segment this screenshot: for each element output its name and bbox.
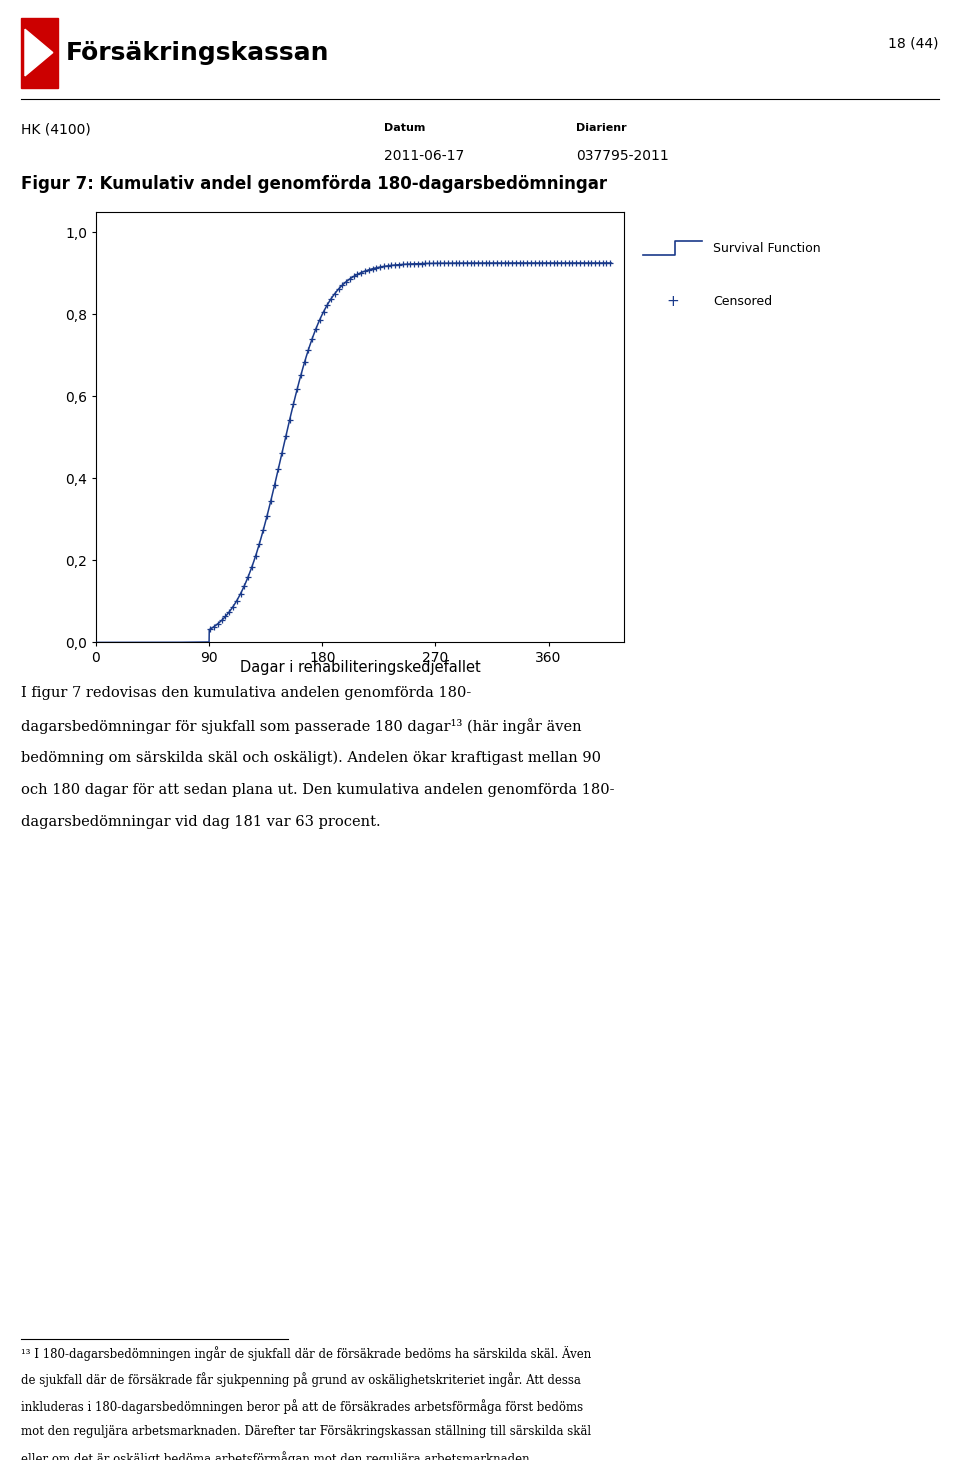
Text: Försäkringskassan: Försäkringskassan — [65, 41, 328, 64]
Text: Figur 7: Kumulativ andel genomförda 180-dagarsbedömningar: Figur 7: Kumulativ andel genomförda 180-… — [21, 175, 608, 193]
Text: eller om det är oskäligt bedöma arbetsförmågan mot den reguljära arbetsmarknaden: eller om det är oskäligt bedöma arbetsfö… — [21, 1451, 534, 1460]
Text: Censored: Censored — [713, 295, 772, 308]
Text: Survival Function: Survival Function — [713, 242, 821, 255]
Text: 2011-06-17: 2011-06-17 — [384, 149, 465, 164]
Text: dagarsbedömningar för sjukfall som passerade 180 dagar¹³ (här ingår även: dagarsbedömningar för sjukfall som passe… — [21, 718, 582, 734]
Text: dagarsbedömningar vid dag 181 var 63 procent.: dagarsbedömningar vid dag 181 var 63 pro… — [21, 815, 381, 829]
Text: 037795-2011: 037795-2011 — [576, 149, 669, 164]
Text: inkluderas i 180-dagarsbedömningen beror på att de försäkrades arbetsförmåga för: inkluderas i 180-dagarsbedömningen beror… — [21, 1399, 584, 1413]
Text: 18 (44): 18 (44) — [888, 36, 939, 51]
Text: Datum: Datum — [384, 123, 425, 133]
Text: +: + — [666, 295, 679, 310]
Text: HK (4100): HK (4100) — [21, 123, 91, 137]
Text: de sjukfall där de försäkrade får sjukpenning på grund av oskälighetskriteriet i: de sjukfall där de försäkrade får sjukpe… — [21, 1372, 581, 1387]
Text: I figur 7 redovisas den kumulativa andelen genomförda 180-: I figur 7 redovisas den kumulativa andel… — [21, 686, 471, 701]
Text: ¹³ I 180-dagarsbedömningen ingår de sjukfall där de försäkrade bedöms ha särskil: ¹³ I 180-dagarsbedömningen ingår de sjuk… — [21, 1346, 591, 1361]
Text: bedömning om särskilda skäl och oskäligt). Andelen ökar kraftigast mellan 90: bedömning om särskilda skäl och oskäligt… — [21, 750, 601, 765]
Text: och 180 dagar för att sedan plana ut. Den kumulativa andelen genomförda 180-: och 180 dagar för att sedan plana ut. De… — [21, 783, 614, 797]
Text: Dagar i rehabiliteringskedjefallet: Dagar i rehabiliteringskedjefallet — [240, 660, 480, 675]
Text: mot den reguljära arbetsmarknaden. Därefter tar Försäkringskassan ställning till: mot den reguljära arbetsmarknaden. Däref… — [21, 1425, 591, 1438]
Text: Diarienr: Diarienr — [576, 123, 627, 133]
